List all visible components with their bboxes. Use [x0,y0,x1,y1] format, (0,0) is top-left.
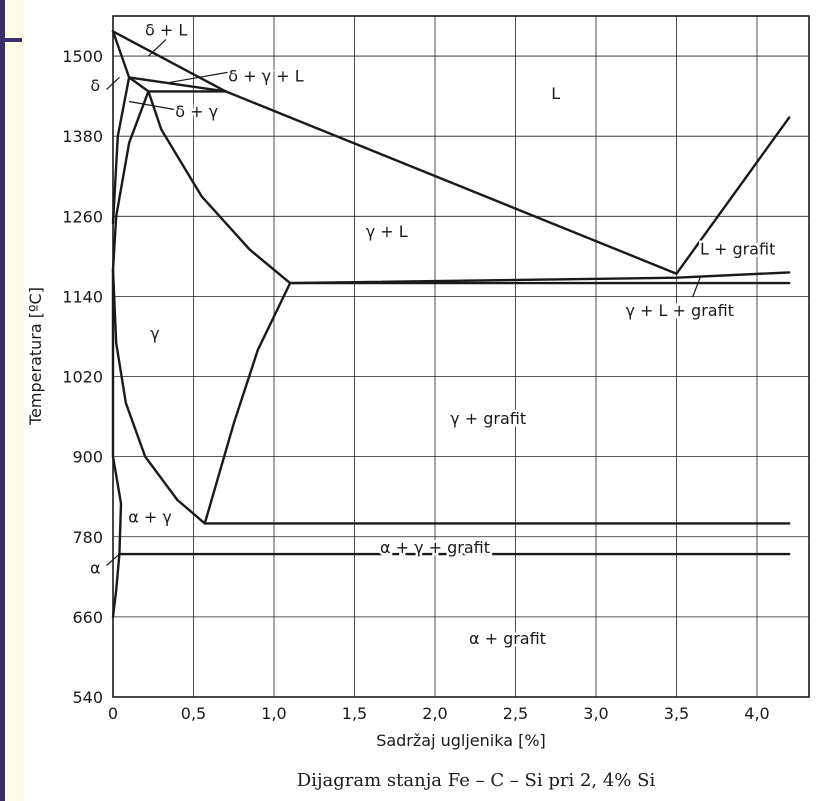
line-gamma-solidus [147,90,292,285]
line-delta-solvus-left [111,30,131,79]
tick-labels: 0 0,5 1,0 1,5 2,0 2,5 3,0 3,5 4,0 540 660 780 900 102… [62,47,769,723]
line-gamma-left-curve [111,90,150,271]
slide-left-bar [0,0,5,801]
line-liquidus-gamma [224,90,678,275]
phase-lines [111,30,791,619]
region-label: γ + grafit [450,409,526,428]
line-eutectic-upper [288,271,791,285]
leader-gamma-L-grafit [692,276,702,298]
y-axis-title: Temperatura [ºC] [26,287,45,426]
region-labels: δ + L δ + γ + L Lδ + γ γ + L L + grafit γ + L… [90,18,778,651]
y-tick-label: 780 [72,528,103,547]
line-delta-solidus [127,76,150,93]
y-tick-label: 1020 [62,368,103,387]
y-tick-label: 900 [72,448,103,467]
line-alpha-lower [111,552,121,619]
x-tick-label: 3,5 [664,704,689,723]
region-label: α + grafit [469,629,546,648]
line-delta-gamma-left [111,76,131,225]
region-label: α + γ + grafit [380,538,490,557]
region-label: L [551,84,560,103]
y-tick-label: 1500 [62,47,103,66]
x-axis-title: Sadržaj ugljenika [%] [376,731,546,750]
x-tick-label: 1,0 [261,704,286,723]
line-alpha-gamma-left [111,455,123,556]
y-tick-label: 660 [72,608,103,627]
region-label: δ + γ [175,102,218,121]
leader-lines [106,38,702,566]
region-label: γ + L + grafit [626,301,734,320]
leader-delta-gamma [128,100,175,111]
line-liquidus-graphite [675,116,791,275]
diagram-panel [24,0,816,801]
region-label: δ + L [145,20,187,39]
region-label: γ [150,324,159,343]
line-liquidus-delta [111,30,227,93]
x-tick-label: 4,0 [744,704,769,723]
leader-delta-L [147,38,167,57]
x-tick-label: 0,5 [181,704,206,723]
x-tick-label: 2,5 [503,704,528,723]
region-label: γ + L [366,222,408,241]
leader-delta-gamma-L [167,71,230,84]
leader-delta-side [106,76,120,90]
y-tick-label: 1140 [62,287,103,306]
phase-side-label: α [90,558,101,577]
diagram-caption: Dijagram stanja Fe – C – Si pri 2, 4% Si [297,770,656,791]
x-tick-label: 0 [108,704,118,723]
line-acm-solvus [203,281,292,525]
y-tick-label: 1260 [62,207,103,226]
slide-top-accent [0,38,22,42]
region-label: δ + γ + L [228,66,303,85]
phase-side-label: δ [90,76,100,95]
x-tick-label: 3,0 [583,704,608,723]
region-label: L + grafit [700,239,775,258]
y-tick-label: 1380 [62,127,103,146]
line-a3-curve [111,268,207,525]
leader-alpha-side [106,553,120,566]
y-tick-label: 540 [72,688,103,707]
x-tick-label: 1,5 [342,704,367,723]
line-delta-peritectic-upper [127,76,227,93]
x-tick-label: 2,0 [422,704,447,723]
region-label: α + γ [128,508,172,527]
